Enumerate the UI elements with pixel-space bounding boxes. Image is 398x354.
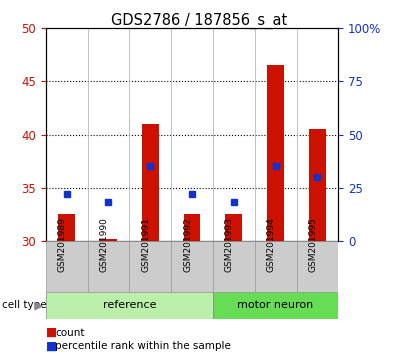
Text: ▶: ▶ [35, 300, 43, 310]
Bar [255, 241, 297, 292]
Text: percentile rank within the sample: percentile rank within the sample [55, 341, 231, 351]
Bar [142, 124, 158, 241]
Text: count: count [55, 328, 84, 338]
Bar [46, 292, 213, 319]
Bar [213, 292, 338, 319]
Bar [46, 241, 88, 292]
Bar [59, 214, 75, 241]
Text: ■: ■ [46, 326, 57, 339]
Bar [297, 241, 338, 292]
Text: GDS2786 / 187856_s_at: GDS2786 / 187856_s_at [111, 12, 287, 29]
Bar [129, 241, 171, 292]
Bar [171, 241, 213, 292]
Text: GSM201990: GSM201990 [100, 217, 108, 272]
Text: GSM201989: GSM201989 [58, 217, 67, 272]
Text: cell type: cell type [2, 300, 47, 310]
Text: GSM201993: GSM201993 [225, 217, 234, 272]
Bar [183, 214, 201, 241]
Bar [88, 241, 129, 292]
Text: GSM201991: GSM201991 [141, 217, 150, 272]
Text: GSM201995: GSM201995 [308, 217, 318, 272]
Bar [213, 241, 255, 292]
Text: motor neuron: motor neuron [238, 300, 314, 310]
Text: GSM201992: GSM201992 [183, 217, 192, 272]
Text: ■: ■ [46, 340, 57, 353]
Text: reference: reference [103, 300, 156, 310]
Bar [225, 214, 242, 241]
Bar [100, 239, 117, 241]
Text: GSM201994: GSM201994 [267, 217, 275, 272]
Bar [267, 65, 284, 241]
Bar [309, 129, 326, 241]
